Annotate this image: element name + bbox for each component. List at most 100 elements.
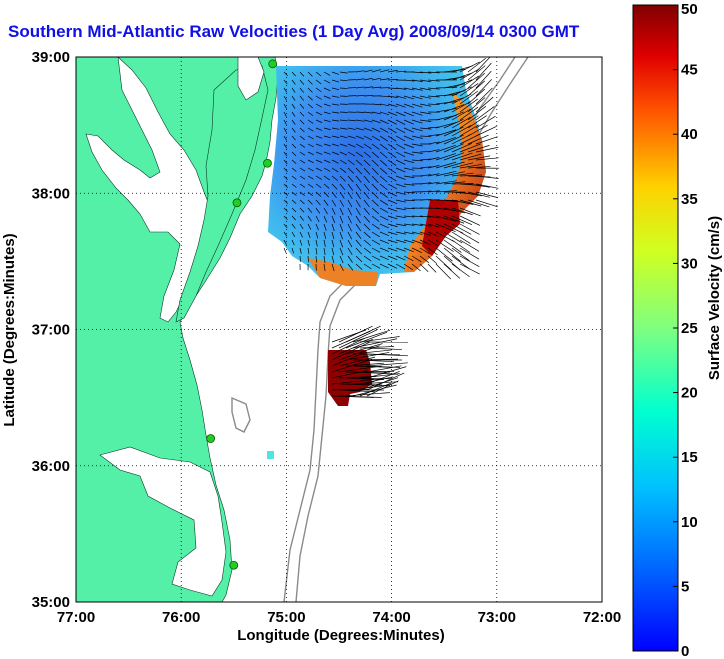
velocity-arrow-353 bbox=[307, 183, 314, 188]
velocity-arrow-478 bbox=[339, 223, 344, 232]
velocity-arrow-474 bbox=[307, 223, 312, 230]
velocity-arrow-335 bbox=[363, 175, 370, 183]
velocity-arrow-388 bbox=[387, 191, 398, 197]
velocity-arrow-124 bbox=[475, 87, 493, 105]
velocity-arrow-234 bbox=[355, 143, 364, 149]
velocity-arrow-408 bbox=[347, 199, 353, 208]
velocity-arrow-71 bbox=[451, 79, 473, 89]
velocity-arrow-622 bbox=[366, 353, 408, 357]
velocity-arrow-74 bbox=[475, 70, 492, 89]
velocity-arrow-290 bbox=[403, 159, 415, 164]
velocity-arrow-76 bbox=[291, 95, 296, 101]
velocity-arrow-602 bbox=[443, 263, 461, 279]
velocity-arrow-386 bbox=[371, 191, 379, 199]
colorbar bbox=[632, 4, 679, 652]
velocity-arrow-452 bbox=[315, 215, 320, 222]
velocity-arrow-514 bbox=[443, 231, 463, 244]
velocity-arrow-120 bbox=[443, 97, 465, 105]
velocity-arrow-104 bbox=[315, 103, 322, 108]
velocity-arrow-52 bbox=[299, 87, 304, 93]
velocity-arrow-591 bbox=[355, 263, 363, 270]
velocity-arrow-183 bbox=[347, 127, 356, 130]
velocity-arrow-252 bbox=[299, 151, 306, 156]
colorbar-tick-label-2: 10 bbox=[681, 514, 698, 531]
velocity-arrow-379 bbox=[315, 191, 322, 197]
velocity-arrow-12 bbox=[379, 69, 390, 73]
velocity-arrow-320 bbox=[443, 161, 465, 169]
velocity-arrow-202 bbox=[299, 135, 305, 140]
velocity-arrow-185 bbox=[363, 127, 373, 132]
velocity-arrow-80 bbox=[323, 95, 331, 99]
velocity-arrow-301 bbox=[291, 167, 297, 172]
velocity-arrow-281 bbox=[331, 159, 339, 164]
y-tick-label-1: 36:00 bbox=[32, 458, 70, 475]
velocity-arrow-45 bbox=[443, 76, 466, 81]
velocity-arrow-139 bbox=[395, 111, 406, 117]
velocity-arrow-198 bbox=[467, 115, 487, 129]
velocity-arrow-627 bbox=[359, 359, 394, 363]
velocity-arrow-495 bbox=[291, 231, 296, 237]
velocity-arrow-18 bbox=[427, 71, 440, 74]
velocity-arrow-461 bbox=[387, 215, 398, 220]
velocity-arrow-502 bbox=[347, 231, 353, 240]
velocity-arrow-117 bbox=[419, 103, 432, 107]
velocity-arrow-220 bbox=[443, 126, 464, 137]
velocity-arrow-426 bbox=[291, 207, 297, 213]
x-tick-label-1: 76:00 bbox=[162, 609, 200, 626]
velocity-arrow-102 bbox=[299, 103, 305, 109]
colorbar-tick-label-10: 50 bbox=[681, 1, 698, 18]
velocity-arrow-277 bbox=[299, 159, 306, 164]
velocity-arrow-164 bbox=[395, 119, 406, 125]
velocity-arrow-542 bbox=[299, 247, 302, 254]
velocity-arrow-657 bbox=[359, 377, 399, 391]
velocity-arrow-152 bbox=[299, 119, 305, 125]
velocity-arrow-130 bbox=[323, 111, 331, 115]
velocity-arrow-483 bbox=[379, 223, 389, 229]
velocity-arrow-601 bbox=[435, 263, 451, 280]
velocity-arrow-519 bbox=[299, 239, 303, 246]
velocity-arrow-523 bbox=[331, 239, 335, 248]
velocity-arrow-111 bbox=[371, 103, 382, 106]
velocity-arrow-250 bbox=[283, 151, 288, 157]
velocity-arrow-432 bbox=[339, 207, 344, 216]
velocity-arrow-597 bbox=[403, 263, 414, 271]
velocity-arrow-489 bbox=[427, 223, 440, 228]
velocity-arrow-295 bbox=[443, 152, 465, 161]
velocity-arrow-647 bbox=[331, 379, 374, 385]
velocity-arrow-513 bbox=[435, 231, 455, 243]
velocity-arrow-331 bbox=[331, 175, 338, 181]
velocity-arrow-434 bbox=[355, 207, 361, 216]
velocity-arrow-37 bbox=[379, 78, 390, 81]
colorbar-tick-label-3: 15 bbox=[681, 449, 698, 466]
delaware-bay bbox=[237, 57, 265, 101]
velocity-arrow-516 bbox=[459, 231, 480, 244]
velocity-arrow-349 bbox=[475, 175, 499, 179]
velocity-arrow-515 bbox=[451, 231, 471, 244]
velocity-arrow-7 bbox=[339, 71, 348, 74]
velocity-arrow-260 bbox=[363, 151, 372, 158]
velocity-arrow-410 bbox=[363, 199, 370, 208]
velocity-arrow-73 bbox=[467, 72, 486, 89]
velocity-arrow-618 bbox=[338, 338, 374, 355]
velocity-arrow-367 bbox=[419, 182, 432, 185]
velocity-arrow-229 bbox=[315, 143, 323, 147]
velocity-arrow-473 bbox=[299, 223, 304, 230]
velocity-arrow-322 bbox=[459, 164, 482, 169]
velocity-arrow-239 bbox=[395, 143, 406, 150]
colorbar-tick-label-6: 30 bbox=[681, 255, 698, 272]
velocity-arrow-373 bbox=[467, 183, 491, 188]
velocity-arrow-40 bbox=[403, 79, 415, 82]
velocity-arrow-351 bbox=[291, 183, 297, 188]
velocity-arrow-138 bbox=[387, 111, 398, 116]
velocity-arrow-263 bbox=[387, 151, 397, 158]
velocity-arrow-5 bbox=[323, 71, 331, 76]
velocity-arrow-526 bbox=[355, 239, 362, 247]
velocity-arrow-350 bbox=[283, 183, 288, 188]
x-tick-label-3: 74:00 bbox=[372, 609, 410, 626]
velocity-arrow-338 bbox=[387, 175, 397, 182]
velocity-arrow-134 bbox=[355, 111, 365, 113]
velocity-arrow-178 bbox=[307, 127, 314, 132]
velocity-arrow-643 bbox=[345, 377, 384, 381]
velocity-arrow-558 bbox=[427, 247, 438, 256]
velocity-arrow-491 bbox=[443, 223, 464, 234]
